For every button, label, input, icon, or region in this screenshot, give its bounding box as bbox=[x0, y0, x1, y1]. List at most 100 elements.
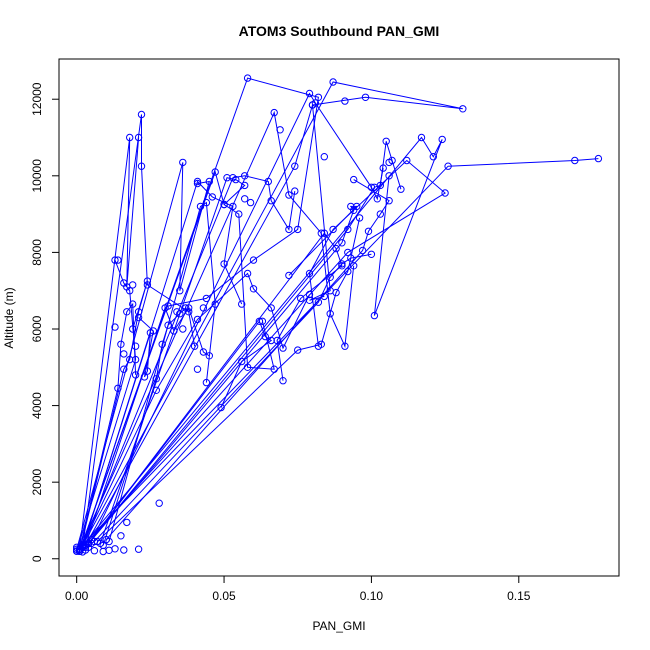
data-point bbox=[164, 321, 172, 329]
data-point bbox=[438, 135, 446, 144]
x-tick-label: 0.00 bbox=[65, 589, 89, 603]
data-point bbox=[255, 317, 264, 325]
data-point bbox=[294, 346, 302, 354]
series-line bbox=[79, 77, 319, 552]
data-point bbox=[249, 285, 258, 293]
data-point bbox=[243, 363, 252, 371]
series-line bbox=[85, 104, 331, 546]
profile-series bbox=[99, 304, 190, 550]
data-point bbox=[126, 133, 134, 142]
data-point bbox=[267, 197, 275, 205]
series-line bbox=[82, 175, 296, 546]
data-point bbox=[111, 323, 119, 331]
y-tick-label: 12000 bbox=[30, 82, 44, 116]
data-point bbox=[143, 277, 152, 285]
data-point bbox=[361, 93, 370, 102]
data-point bbox=[347, 254, 355, 262]
data-point bbox=[367, 250, 376, 259]
data-point bbox=[344, 267, 352, 276]
data-point bbox=[129, 325, 137, 333]
data-point bbox=[594, 154, 603, 163]
points-layer bbox=[73, 97, 393, 556]
chart-title: ATOM3 Southbound PAN_GMI bbox=[239, 23, 440, 39]
data-point bbox=[350, 262, 358, 270]
data-point bbox=[314, 93, 323, 102]
data-point bbox=[87, 539, 96, 548]
data-point bbox=[294, 225, 302, 234]
data-point bbox=[211, 168, 219, 176]
data-point bbox=[329, 78, 337, 86]
data-point bbox=[193, 177, 202, 186]
data-point bbox=[158, 340, 166, 348]
data-point bbox=[329, 225, 337, 234]
data-point bbox=[314, 298, 323, 306]
data-point bbox=[382, 137, 390, 146]
series-line bbox=[99, 177, 246, 544]
data-point bbox=[105, 546, 113, 554]
series-line bbox=[79, 136, 443, 550]
data-point bbox=[190, 342, 199, 350]
data-point bbox=[238, 300, 246, 308]
series-line bbox=[79, 302, 137, 550]
data-point bbox=[385, 172, 393, 180]
data-point bbox=[243, 74, 252, 82]
series-line bbox=[105, 179, 390, 540]
data-point bbox=[137, 110, 146, 119]
data-point bbox=[341, 342, 349, 350]
data-point bbox=[397, 185, 405, 193]
series-line bbox=[96, 217, 361, 542]
data-point bbox=[208, 193, 217, 201]
series-line bbox=[82, 159, 446, 548]
y-tick-label: 6000 bbox=[30, 315, 44, 342]
series-line bbox=[79, 280, 148, 552]
data-point bbox=[182, 304, 190, 312]
series-line bbox=[76, 259, 137, 552]
series-layer bbox=[73, 74, 603, 555]
data-point bbox=[123, 518, 131, 527]
data-point bbox=[341, 97, 349, 105]
data-point bbox=[179, 325, 187, 333]
data-point bbox=[199, 304, 208, 312]
data-point bbox=[134, 308, 143, 316]
data-point bbox=[311, 99, 320, 107]
data-point bbox=[161, 304, 169, 312]
series-line bbox=[94, 253, 372, 542]
data-point bbox=[179, 158, 187, 167]
series-line bbox=[76, 162, 210, 550]
data-point bbox=[249, 256, 258, 264]
series-line bbox=[108, 201, 216, 542]
profile-series bbox=[105, 198, 219, 546]
data-point bbox=[320, 229, 328, 237]
data-point bbox=[129, 281, 137, 289]
series-line bbox=[82, 114, 196, 548]
data-point bbox=[326, 273, 334, 281]
y-tick-label: 8000 bbox=[30, 239, 44, 266]
data-point bbox=[211, 300, 219, 308]
data-point bbox=[279, 344, 287, 352]
data-point bbox=[140, 373, 149, 381]
y-tick-label: 2000 bbox=[30, 469, 44, 496]
profile-series bbox=[75, 74, 323, 555]
data-point bbox=[117, 532, 125, 540]
data-point bbox=[417, 133, 426, 142]
data-point bbox=[459, 105, 467, 113]
data-point bbox=[276, 126, 284, 134]
x-tick-label: 0.10 bbox=[360, 589, 384, 603]
data-point bbox=[232, 175, 240, 184]
data-point bbox=[285, 225, 293, 234]
data-point bbox=[199, 348, 208, 356]
data-point bbox=[235, 210, 243, 218]
data-point bbox=[196, 202, 205, 211]
data-point bbox=[270, 108, 278, 117]
data-point bbox=[332, 244, 340, 253]
data-point bbox=[90, 547, 99, 555]
data-point bbox=[117, 340, 125, 348]
data-point bbox=[238, 357, 246, 366]
data-point bbox=[202, 198, 211, 207]
data-point bbox=[385, 158, 393, 167]
series-line bbox=[88, 232, 343, 544]
data-point bbox=[120, 546, 128, 554]
data-point bbox=[358, 246, 367, 255]
data-point bbox=[355, 214, 364, 222]
data-point bbox=[202, 378, 211, 387]
